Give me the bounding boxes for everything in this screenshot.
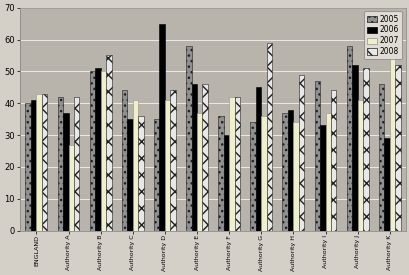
Bar [234,97,240,230]
Bar [298,75,303,230]
Bar [170,90,175,230]
Bar [25,103,31,230]
Bar [159,24,164,230]
Bar [314,81,319,230]
Legend: 2005, 2006, 2007, 2008: 2005, 2006, 2007, 2008 [364,12,401,59]
Bar [223,135,229,230]
Bar [394,65,400,230]
Bar [68,145,74,230]
Bar [164,100,170,230]
Bar [74,97,79,230]
Bar [282,113,287,230]
Bar [378,84,383,230]
Bar [42,94,47,230]
Bar [202,84,207,230]
Bar [133,100,138,230]
Bar [255,87,261,230]
Bar [389,49,394,230]
Bar [293,122,298,230]
Bar [58,97,63,230]
Bar [63,113,68,230]
Bar [154,119,159,230]
Bar [191,84,197,230]
Bar [229,97,234,230]
Bar [36,94,42,230]
Bar [218,116,223,230]
Bar [325,113,330,230]
Bar [127,119,133,230]
Bar [90,71,95,230]
Bar [250,122,255,230]
Bar [138,116,143,230]
Bar [357,100,362,230]
Bar [106,56,111,230]
Bar [186,46,191,230]
Bar [31,100,36,230]
Bar [351,65,357,230]
Bar [101,71,106,230]
Bar [261,116,266,230]
Bar [266,43,272,230]
Bar [330,90,336,230]
Bar [346,46,351,230]
Bar [319,125,325,230]
Bar [362,68,368,230]
Bar [287,109,293,230]
Bar [383,138,389,230]
Bar [95,68,101,230]
Bar [121,90,127,230]
Bar [197,113,202,230]
